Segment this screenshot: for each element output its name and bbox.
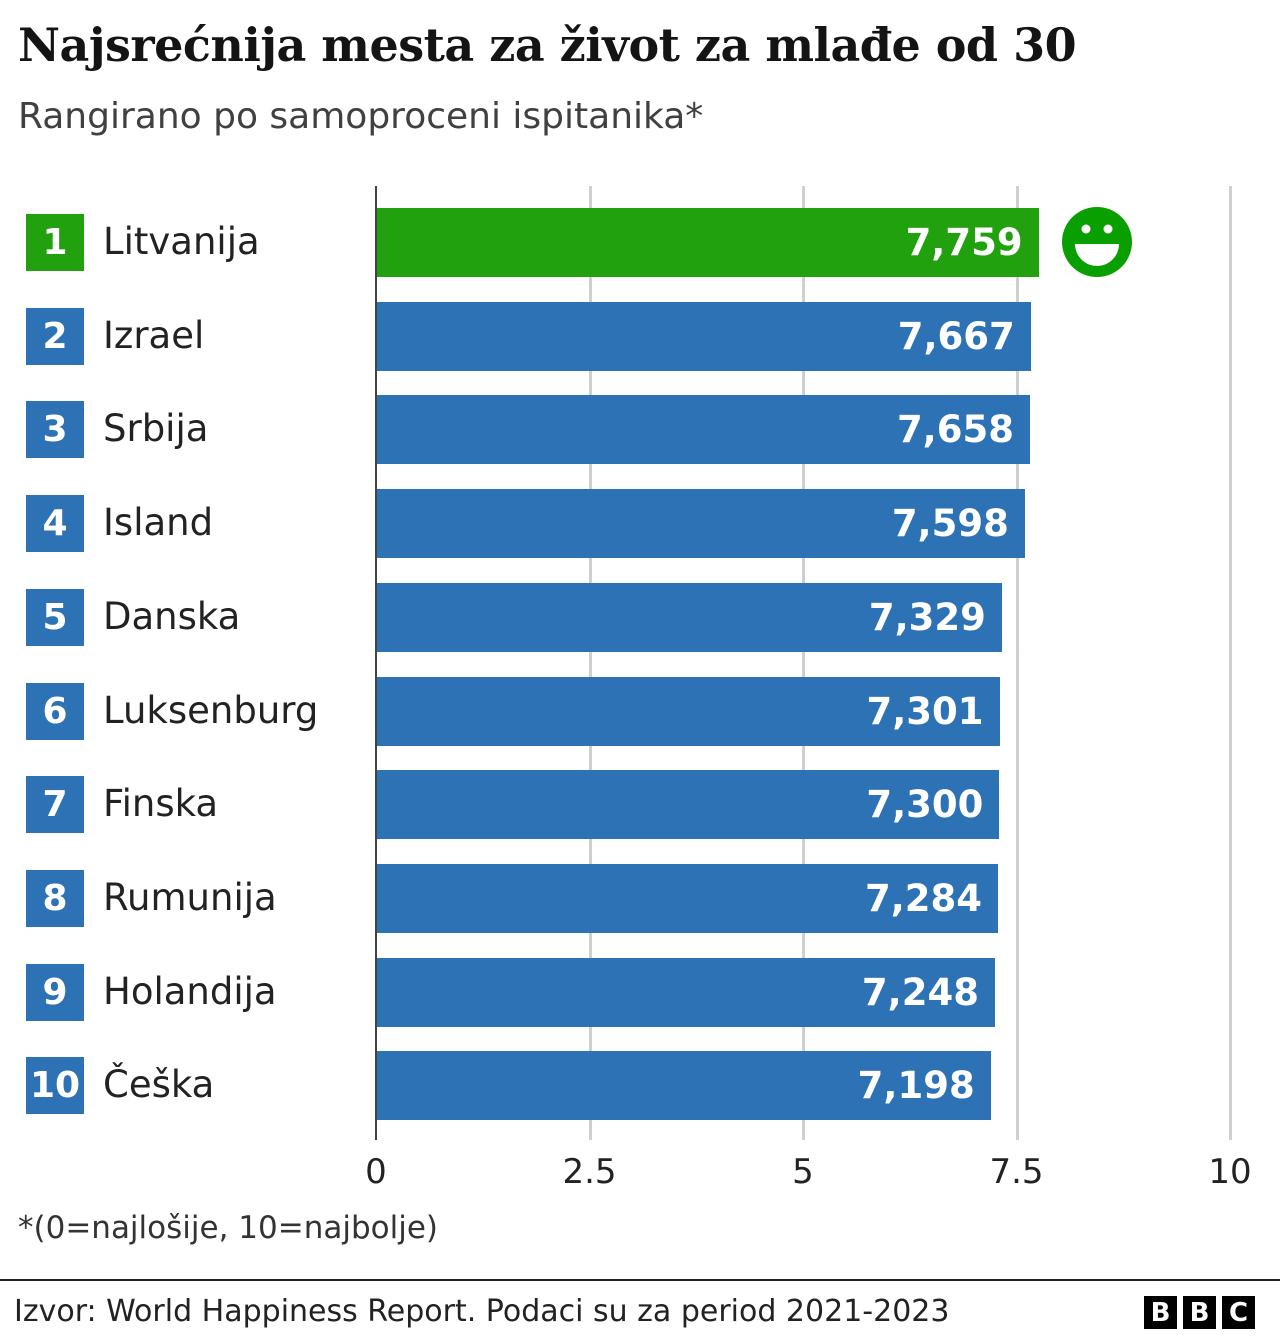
rank-badge: 4	[26, 495, 84, 553]
country-label: Izrael	[103, 313, 205, 357]
bar: 7,667	[377, 301, 1031, 371]
rank-badge: 6	[26, 682, 84, 740]
y-axis-line	[375, 186, 377, 1140]
chart-subtitle: Rangirano po samoproceni ispitanika*	[18, 96, 704, 137]
rank-badge: 7	[26, 776, 84, 834]
bar: 7,759	[377, 208, 1039, 277]
rank-badge: 10	[26, 1057, 84, 1115]
bar: 7,598	[377, 489, 1025, 559]
bar: 7,301	[377, 676, 1000, 746]
smiley-face-icon	[1062, 207, 1132, 277]
country-label: Rumunija	[103, 875, 277, 919]
rank-badge: 8	[26, 869, 84, 927]
gridline	[1015, 186, 1019, 1140]
country-label: Luksenburg	[103, 688, 319, 732]
chart-title: Najsrećnija mesta za život za mlađe od 3…	[18, 18, 1077, 72]
rank-badge: 1	[26, 214, 84, 271]
bar: 7,329	[377, 582, 1002, 652]
bar: 7,198	[377, 1051, 991, 1121]
rank-badge: 2	[26, 307, 84, 365]
country-label: Island	[103, 501, 214, 545]
gridline	[588, 186, 592, 1140]
country-label: Češka	[103, 1063, 215, 1107]
x-tick-label: 0	[365, 1152, 387, 1192]
rank-badge: 5	[26, 588, 84, 646]
footer-divider	[0, 1279, 1280, 1281]
country-label: Danska	[103, 594, 241, 638]
country-label: Litvanija	[103, 220, 260, 263]
rank-badge: 9	[26, 963, 84, 1021]
x-tick-label: 5	[792, 1152, 814, 1192]
rank-badge: 3	[26, 401, 84, 459]
logo-letter: B	[1183, 1296, 1216, 1329]
bar: 7,658	[377, 395, 1030, 465]
bar: 7,284	[377, 863, 999, 933]
x-tick-label: 7.5	[989, 1152, 1044, 1192]
country-label: Finska	[103, 782, 219, 826]
country-label: Srbija	[103, 407, 209, 451]
source-text: Izvor: World Happiness Report. Podaci su…	[14, 1294, 950, 1329]
x-tick-label: 2.5	[562, 1152, 617, 1192]
logo-letter: B	[1144, 1296, 1177, 1329]
logo-letter: C	[1222, 1296, 1255, 1329]
bar: 7,248	[377, 957, 995, 1027]
country-label: Holandija	[103, 969, 277, 1013]
gridline	[802, 186, 805, 1140]
scale-note: *(0=najlošije, 10=najbolje)	[18, 1210, 438, 1246]
gridline	[1229, 186, 1232, 1140]
x-tick-label: 10	[1208, 1152, 1252, 1192]
bbc-logo: B B C	[1144, 1296, 1255, 1329]
bar: 7,300	[377, 770, 1000, 840]
